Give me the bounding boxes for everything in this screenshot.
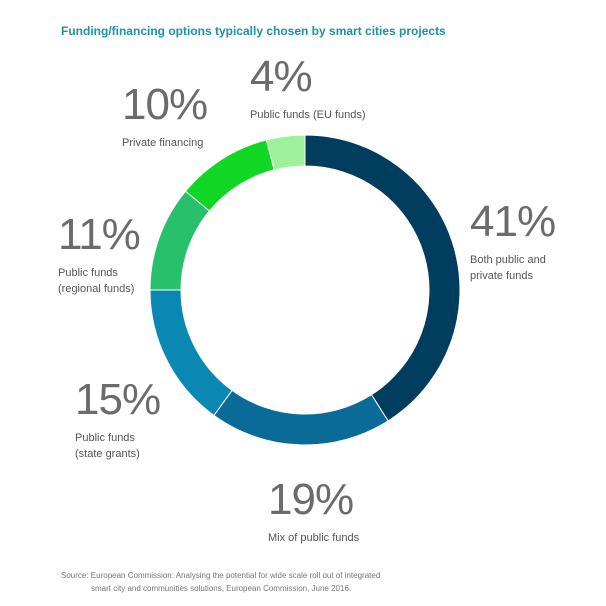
source-note: Source: European Commission: Analysing t…: [61, 569, 441, 595]
slice-description: Public funds (EU funds): [250, 109, 366, 121]
percent-value: 15%: [75, 375, 161, 424]
source-line-1: Source: European Commission: Analysing t…: [61, 571, 381, 580]
source-line-2: smart city and communities solutions, Eu…: [91, 584, 352, 593]
slice-regional-funds: [149, 190, 211, 291]
label-state-grants: 15% Public funds (state grants): [75, 375, 161, 462]
slice-description: Both public and private funds: [470, 254, 546, 282]
label-both-public-private: 41% Both public and private funds: [470, 197, 556, 284]
slice-both-public-private: [304, 134, 461, 422]
percent-value: 4%: [250, 52, 313, 101]
label-private-financing: 10% Private financing: [122, 80, 208, 151]
percent-value: 10%: [122, 80, 208, 129]
label-regional-funds: 11% Public funds (regional funds): [58, 210, 141, 297]
chart-title: Funding/financing options typically chos…: [61, 24, 446, 38]
percent-value: 11%: [58, 210, 141, 259]
label-eu-funds: 4% Public funds (EU funds): [250, 55, 366, 123]
slice-description: Public funds (regional funds): [58, 267, 135, 295]
slice-state-grants: [149, 289, 233, 417]
slice-description: Mix of public funds: [268, 532, 360, 544]
slice-eu-funds: [265, 134, 306, 171]
slice-description: Public funds (state grants): [75, 432, 140, 460]
slice-mix-public: [213, 389, 389, 446]
slice-description: Private financing: [122, 137, 204, 149]
percent-value: 41%: [470, 197, 556, 246]
percent-value: 19%: [268, 475, 354, 524]
label-mix-public: 19% Mix of public funds: [268, 478, 359, 546]
